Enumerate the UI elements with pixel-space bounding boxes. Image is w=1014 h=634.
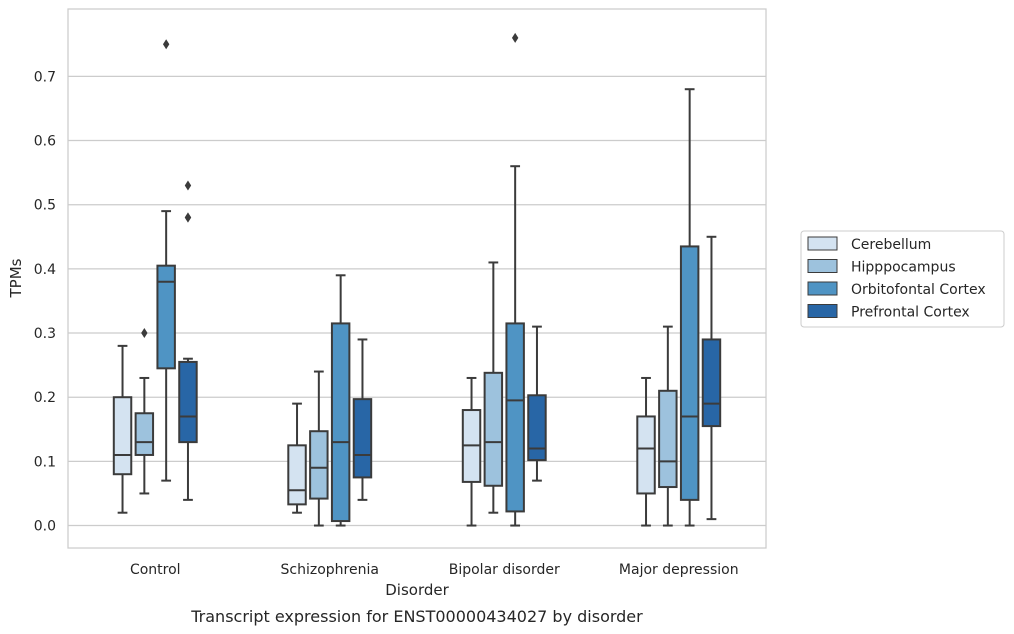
box-hipppocampus — [309, 370, 329, 527]
box-prefrontal-cortex — [352, 338, 373, 501]
box-prefrontal-cortex — [178, 180, 198, 501]
box-iqr — [483, 371, 504, 487]
box-iqr — [527, 394, 547, 462]
legend: Cerebellum Hipppocampus Orbitofontal Corte… — [800, 230, 1005, 328]
x-tick-label: Major depression — [619, 562, 739, 578]
legend-label: Hipppocampus — [851, 260, 956, 276]
y-tick-label: 0.1 — [34, 454, 56, 470]
box-iqr — [287, 444, 307, 506]
box-prefrontal-cortex — [701, 235, 722, 521]
outlier-point — [184, 180, 192, 191]
outlier-point — [162, 39, 170, 50]
outlier-point — [184, 212, 192, 223]
legend-frame — [800, 230, 1005, 328]
box-orbitofontal-cortex — [679, 88, 700, 527]
box-cerebellum — [287, 402, 307, 514]
chart-caption: Transcript expression for ENST0000043402… — [190, 607, 643, 626]
box-iqr — [636, 415, 656, 495]
box-iqr — [701, 338, 722, 428]
box-iqr — [352, 398, 373, 479]
x-axis-label: Disorder — [385, 581, 449, 599]
box-iqr — [178, 360, 198, 444]
y-tick-label: 0.4 — [34, 262, 56, 278]
box-cerebellum — [112, 344, 133, 514]
plot-frame — [67, 8, 767, 549]
box-iqr — [112, 396, 133, 476]
box-orbitofontal-cortex — [330, 274, 351, 527]
box-iqr — [658, 389, 678, 489]
legend-swatch — [807, 259, 838, 273]
box-iqr — [134, 412, 155, 456]
box-iqr — [505, 322, 525, 513]
box-cerebellum — [636, 376, 656, 527]
box-orbitofontal-cortex — [156, 39, 176, 482]
y-tick-label: 0.6 — [34, 134, 56, 150]
box-iqr — [156, 264, 176, 370]
box-iqr — [309, 430, 329, 500]
box-hipppocampus — [483, 261, 504, 514]
y-tick-label: 0.7 — [34, 69, 56, 85]
y-axis-label: TPMs — [7, 258, 25, 298]
box-orbitofontal-cortex — [505, 32, 525, 527]
box-iqr — [679, 245, 700, 501]
x-tick-label: Bipolar disorder — [449, 562, 560, 578]
boxes-layer — [112, 32, 722, 527]
x-tick-label: Control — [130, 562, 181, 578]
x-tick-label: Schizophrenia — [281, 562, 379, 578]
y-tick-label: 0.5 — [34, 198, 56, 214]
legend-swatch — [807, 304, 838, 318]
y-tick-label: 0.3 — [34, 326, 56, 342]
x-tick-labels: Control Schizophrenia Bipolar disorder Majo… — [130, 562, 739, 578]
box-hipppocampus — [658, 325, 678, 527]
box-prefrontal-cortex — [527, 325, 547, 482]
box-cerebellum — [461, 376, 482, 527]
legend-swatch — [807, 236, 838, 251]
y-tick-label: 0.0 — [34, 519, 56, 535]
legend-swatch — [807, 281, 838, 296]
legend-label: Prefrontal Cortex — [851, 305, 970, 321]
outlier-point — [141, 328, 148, 339]
outlier-point — [511, 32, 519, 43]
legend-label: Orbitofontal Cortex — [851, 282, 986, 298]
y-tick-label: 0.2 — [34, 390, 56, 406]
legend-label: Cerebellum — [851, 237, 931, 253]
box-iqr — [330, 322, 351, 523]
box-hipppocampus — [134, 328, 155, 495]
y-tick-labels: 0.0 0.1 0.2 0.3 0.4 0.5 0.6 0.7 — [34, 69, 56, 534]
